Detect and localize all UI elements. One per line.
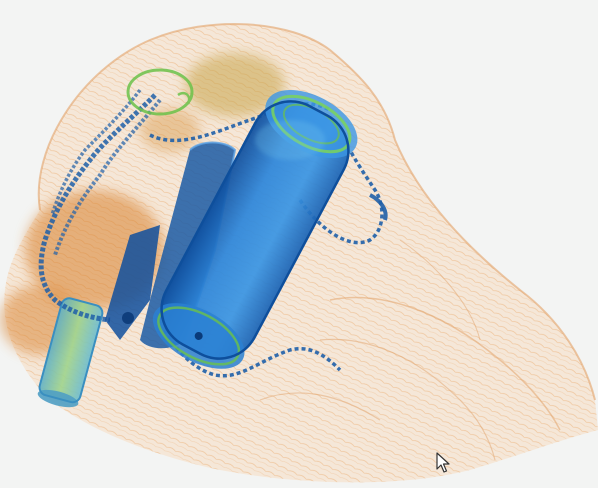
small-cylinder bbox=[37, 297, 104, 408]
arrow-pointer-icon bbox=[436, 452, 450, 473]
ring bbox=[126, 68, 194, 116]
